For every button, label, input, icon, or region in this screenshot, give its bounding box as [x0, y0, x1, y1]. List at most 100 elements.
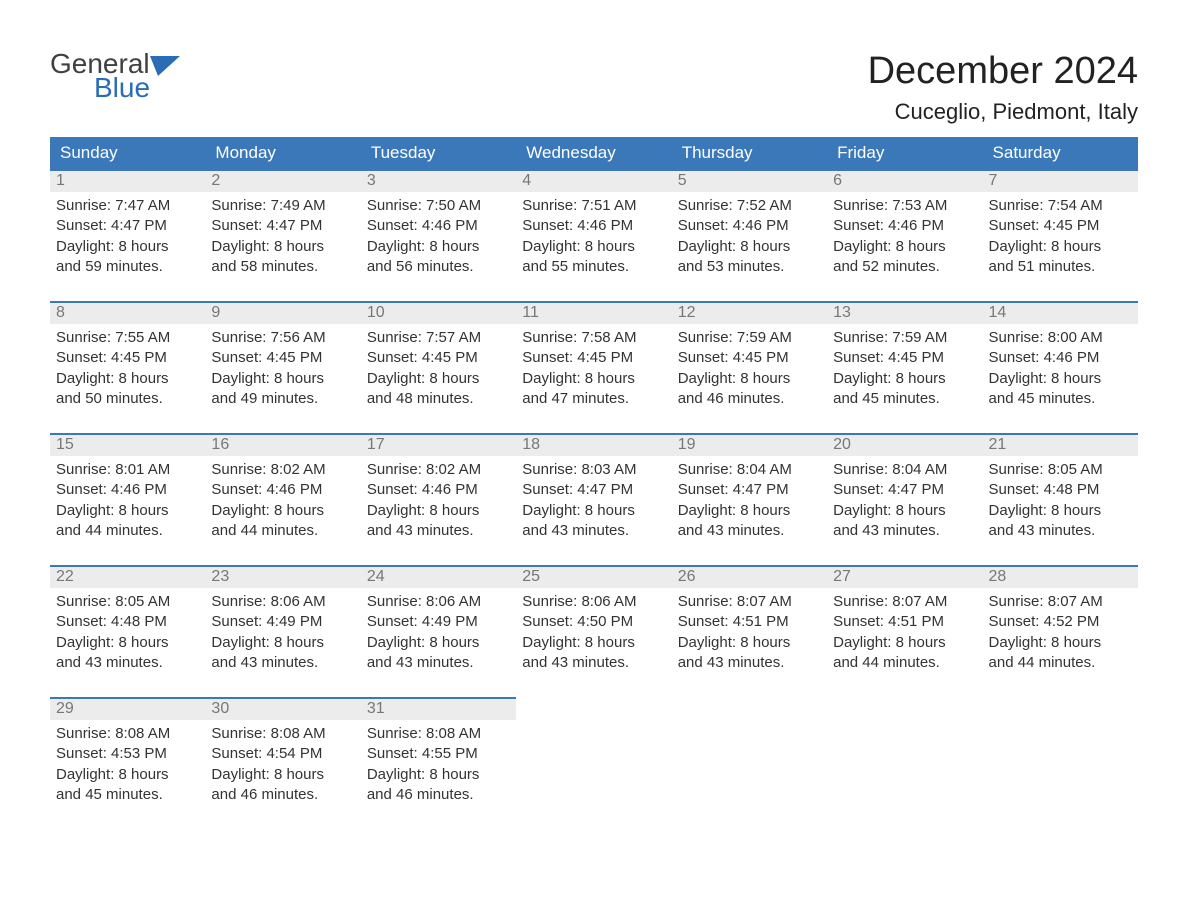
- sunset-line: Sunset: 4:45 PM: [989, 216, 1132, 236]
- calendar-day-cell: 19Sunrise: 8:04 AMSunset: 4:47 PMDayligh…: [672, 433, 827, 565]
- day-wrap: 7Sunrise: 7:54 AMSunset: 4:45 PMDaylight…: [983, 169, 1138, 277]
- day-number: 1: [50, 171, 205, 192]
- day-wrap: 25Sunrise: 8:06 AMSunset: 4:50 PMDayligh…: [516, 565, 671, 673]
- day-number: 3: [361, 171, 516, 192]
- day-details: Sunrise: 7:53 AMSunset: 4:46 PMDaylight:…: [827, 192, 982, 277]
- day-wrap: 3Sunrise: 7:50 AMSunset: 4:46 PMDaylight…: [361, 169, 516, 277]
- calendar-day-cell: 1Sunrise: 7:47 AMSunset: 4:47 PMDaylight…: [50, 169, 205, 301]
- day-wrap: 17Sunrise: 8:02 AMSunset: 4:46 PMDayligh…: [361, 433, 516, 541]
- daylight-line-2: and 43 minutes.: [678, 653, 821, 673]
- daylight-line-1: Daylight: 8 hours: [56, 633, 199, 653]
- day-details: Sunrise: 7:54 AMSunset: 4:45 PMDaylight:…: [983, 192, 1138, 277]
- calendar-week-row: 1Sunrise: 7:47 AMSunset: 4:47 PMDaylight…: [50, 169, 1138, 301]
- weekday-header: Friday: [827, 137, 982, 169]
- day-details: Sunrise: 7:50 AMSunset: 4:46 PMDaylight:…: [361, 192, 516, 277]
- daylight-line-1: Daylight: 8 hours: [56, 369, 199, 389]
- calendar-day-cell: 13Sunrise: 7:59 AMSunset: 4:45 PMDayligh…: [827, 301, 982, 433]
- day-number: 17: [361, 435, 516, 456]
- daylight-line-1: Daylight: 8 hours: [367, 369, 510, 389]
- day-wrap: 21Sunrise: 8:05 AMSunset: 4:48 PMDayligh…: [983, 433, 1138, 541]
- day-details: Sunrise: 8:04 AMSunset: 4:47 PMDaylight:…: [672, 456, 827, 541]
- day-number: 2: [205, 171, 360, 192]
- day-wrap: 23Sunrise: 8:06 AMSunset: 4:49 PMDayligh…: [205, 565, 360, 673]
- day-details: Sunrise: 8:08 AMSunset: 4:54 PMDaylight:…: [205, 720, 360, 805]
- daylight-line-1: Daylight: 8 hours: [833, 369, 976, 389]
- sunrise-line: Sunrise: 8:07 AM: [833, 592, 976, 612]
- day-wrap: 4Sunrise: 7:51 AMSunset: 4:46 PMDaylight…: [516, 169, 671, 277]
- logo: General Blue: [50, 50, 180, 102]
- sunset-line: Sunset: 4:46 PM: [367, 480, 510, 500]
- daylight-line-1: Daylight: 8 hours: [56, 765, 199, 785]
- day-number: 30: [205, 699, 360, 720]
- day-number: 28: [983, 567, 1138, 588]
- daylight-line-2: and 44 minutes.: [56, 521, 199, 541]
- calendar-day-cell: 14Sunrise: 8:00 AMSunset: 4:46 PMDayligh…: [983, 301, 1138, 433]
- daylight-line-2: and 43 minutes.: [56, 653, 199, 673]
- day-wrap: 29Sunrise: 8:08 AMSunset: 4:53 PMDayligh…: [50, 697, 205, 805]
- daylight-line-1: Daylight: 8 hours: [211, 765, 354, 785]
- daylight-line-2: and 52 minutes.: [833, 257, 976, 277]
- day-number: 14: [983, 303, 1138, 324]
- daylight-line-1: Daylight: 8 hours: [678, 633, 821, 653]
- location-subtitle: Cuceglio, Piedmont, Italy: [868, 99, 1138, 125]
- day-details: Sunrise: 7:52 AMSunset: 4:46 PMDaylight:…: [672, 192, 827, 277]
- calendar-day-cell: 22Sunrise: 8:05 AMSunset: 4:48 PMDayligh…: [50, 565, 205, 697]
- calendar-header-row: SundayMondayTuesdayWednesdayThursdayFrid…: [50, 137, 1138, 169]
- daylight-line-1: Daylight: 8 hours: [522, 237, 665, 257]
- day-wrap: 12Sunrise: 7:59 AMSunset: 4:45 PMDayligh…: [672, 301, 827, 409]
- calendar-day-cell: 18Sunrise: 8:03 AMSunset: 4:47 PMDayligh…: [516, 433, 671, 565]
- sunset-line: Sunset: 4:46 PM: [678, 216, 821, 236]
- sunset-line: Sunset: 4:46 PM: [989, 348, 1132, 368]
- calendar-day-cell: 10Sunrise: 7:57 AMSunset: 4:45 PMDayligh…: [361, 301, 516, 433]
- sunrise-line: Sunrise: 8:08 AM: [367, 724, 510, 744]
- day-details: Sunrise: 8:01 AMSunset: 4:46 PMDaylight:…: [50, 456, 205, 541]
- day-number: 8: [50, 303, 205, 324]
- sunrise-line: Sunrise: 7:54 AM: [989, 196, 1132, 216]
- sunrise-line: Sunrise: 7:49 AM: [211, 196, 354, 216]
- sunrise-line: Sunrise: 7:53 AM: [833, 196, 976, 216]
- sunrise-line: Sunrise: 8:02 AM: [211, 460, 354, 480]
- daylight-line-2: and 59 minutes.: [56, 257, 199, 277]
- calendar-day-cell: 6Sunrise: 7:53 AMSunset: 4:46 PMDaylight…: [827, 169, 982, 301]
- daylight-line-1: Daylight: 8 hours: [678, 501, 821, 521]
- daylight-line-1: Daylight: 8 hours: [989, 369, 1132, 389]
- day-wrap: 15Sunrise: 8:01 AMSunset: 4:46 PMDayligh…: [50, 433, 205, 541]
- calendar-day-cell: 20Sunrise: 8:04 AMSunset: 4:47 PMDayligh…: [827, 433, 982, 565]
- sunset-line: Sunset: 4:47 PM: [56, 216, 199, 236]
- day-number: 15: [50, 435, 205, 456]
- sunrise-line: Sunrise: 7:58 AM: [522, 328, 665, 348]
- daylight-line-2: and 48 minutes.: [367, 389, 510, 409]
- day-details: Sunrise: 7:58 AMSunset: 4:45 PMDaylight:…: [516, 324, 671, 409]
- day-details: Sunrise: 8:03 AMSunset: 4:47 PMDaylight:…: [516, 456, 671, 541]
- day-details: Sunrise: 8:06 AMSunset: 4:49 PMDaylight:…: [361, 588, 516, 673]
- sunrise-line: Sunrise: 8:05 AM: [989, 460, 1132, 480]
- sunset-line: Sunset: 4:50 PM: [522, 612, 665, 632]
- sunset-line: Sunset: 4:51 PM: [678, 612, 821, 632]
- calendar-day-cell: 15Sunrise: 8:01 AMSunset: 4:46 PMDayligh…: [50, 433, 205, 565]
- daylight-line-2: and 43 minutes.: [678, 521, 821, 541]
- day-details: Sunrise: 7:59 AMSunset: 4:45 PMDaylight:…: [672, 324, 827, 409]
- logo-word-blue: Blue: [94, 74, 150, 102]
- daylight-line-2: and 56 minutes.: [367, 257, 510, 277]
- calendar-day-cell: 21Sunrise: 8:05 AMSunset: 4:48 PMDayligh…: [983, 433, 1138, 565]
- sunset-line: Sunset: 4:54 PM: [211, 744, 354, 764]
- calendar-day-cell: 28Sunrise: 8:07 AMSunset: 4:52 PMDayligh…: [983, 565, 1138, 697]
- daylight-line-2: and 44 minutes.: [989, 653, 1132, 673]
- day-details: Sunrise: 7:59 AMSunset: 4:45 PMDaylight:…: [827, 324, 982, 409]
- daylight-line-1: Daylight: 8 hours: [989, 501, 1132, 521]
- day-details: Sunrise: 8:08 AMSunset: 4:53 PMDaylight:…: [50, 720, 205, 805]
- weekday-header: Sunday: [50, 137, 205, 169]
- day-number: 4: [516, 171, 671, 192]
- day-details: Sunrise: 8:06 AMSunset: 4:50 PMDaylight:…: [516, 588, 671, 673]
- day-details: Sunrise: 8:08 AMSunset: 4:55 PMDaylight:…: [361, 720, 516, 805]
- daylight-line-2: and 43 minutes.: [367, 521, 510, 541]
- day-number: 18: [516, 435, 671, 456]
- day-number: 10: [361, 303, 516, 324]
- day-details: Sunrise: 8:02 AMSunset: 4:46 PMDaylight:…: [361, 456, 516, 541]
- daylight-line-1: Daylight: 8 hours: [56, 237, 199, 257]
- daylight-line-1: Daylight: 8 hours: [833, 237, 976, 257]
- daylight-line-2: and 44 minutes.: [833, 653, 976, 673]
- day-wrap: 16Sunrise: 8:02 AMSunset: 4:46 PMDayligh…: [205, 433, 360, 541]
- day-number: 5: [672, 171, 827, 192]
- sunrise-line: Sunrise: 8:06 AM: [211, 592, 354, 612]
